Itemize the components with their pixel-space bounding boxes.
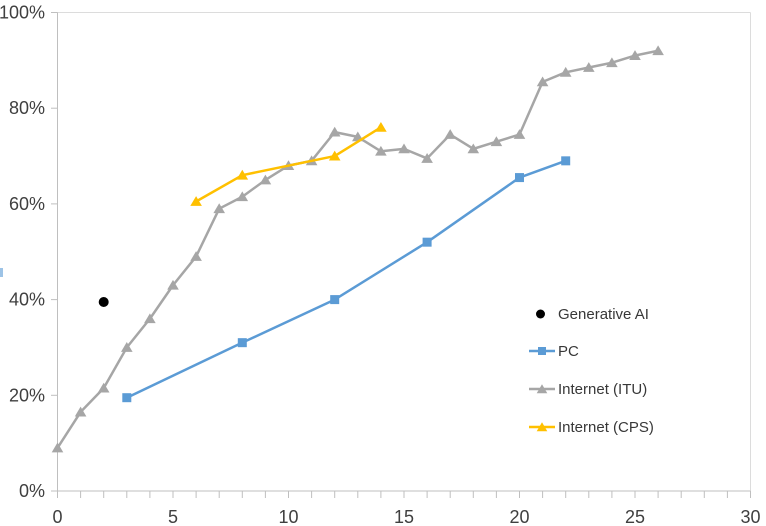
x-tick-label: 0 xyxy=(52,507,62,526)
legend-label-internet-cps: Internet (CPS) xyxy=(558,418,654,436)
series-internet-itu xyxy=(51,45,664,453)
y-tick-label: 0% xyxy=(19,481,45,501)
x-tick-label: 15 xyxy=(394,507,414,526)
legend-label-pc: PC xyxy=(558,342,579,360)
legend-item-generative-ai: Generative AI xyxy=(528,304,649,324)
x-tick-label: 30 xyxy=(740,507,760,526)
y-axis: 0% 20% 40% 60% 80% 100% xyxy=(0,3,58,501)
legend-label-generative-ai: Generative AI xyxy=(558,305,649,323)
legend-item-internet-itu: Internet (ITU) xyxy=(528,379,647,399)
triangle-marker-icon xyxy=(529,384,555,394)
legend-label-internet-itu: Internet (ITU) xyxy=(558,380,648,398)
series-pc xyxy=(122,156,571,403)
legend-item-internet-cps: Internet (CPS) xyxy=(528,417,654,437)
y-tick-label: 60% xyxy=(9,194,45,214)
x-tick-label: 25 xyxy=(625,507,645,526)
y-tick-label: 100% xyxy=(0,3,45,23)
triangle-marker-icon xyxy=(529,422,555,432)
square-marker-icon xyxy=(529,347,555,355)
cropped-axis-title-artifact xyxy=(0,268,3,277)
y-tick-label: 80% xyxy=(9,98,45,118)
x-axis: 0 5 10 15 20 25 30 xyxy=(52,490,761,526)
legend-item-pc: PC xyxy=(528,341,579,361)
x-tick-label: 5 xyxy=(168,507,178,526)
x-tick-label: 20 xyxy=(509,507,529,526)
y-tick-label: 40% xyxy=(9,290,45,310)
plot-area-border xyxy=(57,12,751,491)
x-tick-label: 10 xyxy=(278,507,298,526)
series-internet-cps xyxy=(190,121,387,206)
series-generative-ai xyxy=(98,296,109,307)
circle-marker-icon xyxy=(536,309,545,319)
y-tick-label: 20% xyxy=(9,385,45,405)
